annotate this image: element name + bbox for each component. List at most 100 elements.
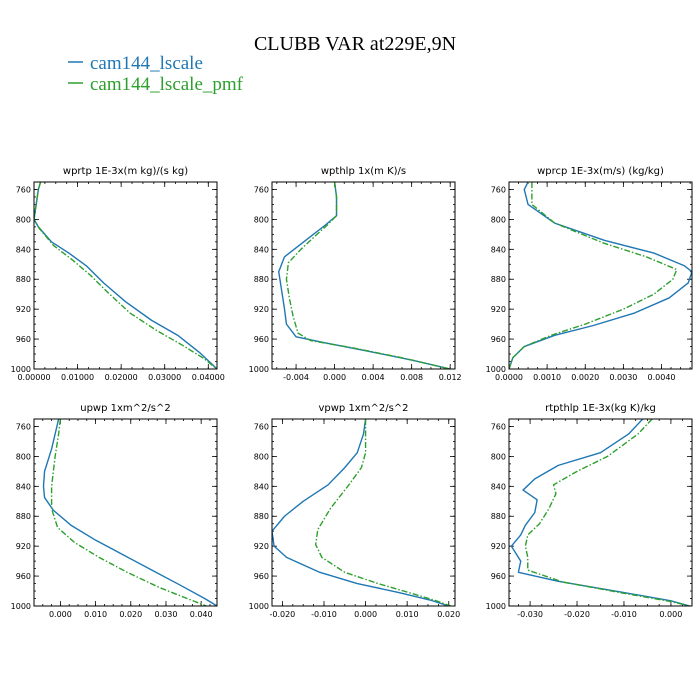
x-tick-label: 0.010 [84,610,107,619]
y-tick-label: 760 [254,422,269,431]
series-line-lscale-pmf [509,182,678,369]
panel-title: upwp 1xm^2/s^2 [80,403,170,414]
series-line-lscale [509,182,692,369]
x-tick-label: 0.0020 [571,373,599,382]
x-tick-label: -0.010 [311,610,337,619]
y-tick-label: 760 [16,422,31,431]
legend-label-lscale: cam144_lscale [90,53,203,74]
plot-frame [508,181,693,370]
plot-frame [33,181,218,370]
series-line-lscale-pmf [34,182,217,369]
y-tick-label: 840 [254,482,269,491]
y-tick-label: 800 [16,215,31,224]
y-tick-label: 840 [254,245,269,254]
y-tick-label: 960 [16,572,31,581]
x-tick-label: 0.008 [400,373,423,382]
y-tick-label: 1000 [249,365,269,374]
x-tick-label: 0.020 [119,610,142,619]
y-tick-label: 760 [16,185,31,194]
y-tick-label: 960 [491,572,506,581]
legend: cam144_lscale cam144_lscale_pmf [68,53,244,95]
x-tick-label: 0.00000 [17,373,50,382]
y-tick-label: 840 [491,482,506,491]
figure-title: CLUBB VAR at229E,9N [254,33,456,55]
x-tick-label: -0.004 [283,373,309,382]
y-tick-label: 920 [491,542,506,551]
y-tick-label: 880 [254,512,269,521]
y-tick-label: 760 [254,185,269,194]
y-tick-label: 920 [491,305,506,314]
x-tick-label: 0.000 [354,610,377,619]
x-tick-label: -0.020 [564,610,590,619]
x-tick-label: 0.04000 [192,373,225,382]
panel-title: wprcp 1E-3x(m/s) (kg/kg) [537,166,664,177]
panel-6: rtpthlp 1E-3x(kg K)/kg 760 800 840 880 920 960… [486,403,693,619]
panel-4: upwp 1xm^2/s^2 760 800 840 880 920 960 1000 0.00… [11,403,218,619]
y-tick-label: 920 [254,305,269,314]
x-tick-label: 0.030 [155,610,178,619]
panel-title: vpwp 1xm^2/s^2 [318,403,408,414]
y-tick-label: 920 [254,542,269,551]
y-tick-label: 1000 [486,365,506,374]
panel-title: rtpthlp 1E-3x(kg K)/kg [545,403,656,414]
plot-frame [271,418,456,607]
y-tick-label: 760 [491,185,506,194]
panel-title: wprtp 1E-3x(m kg)/(s kg) [63,166,188,177]
x-tick-label: 0.020 [437,610,460,619]
legend-item-lscale: cam144_lscale [68,53,203,74]
x-tick-label: 0.0010 [533,373,561,382]
y-tick-label: 1000 [486,602,506,611]
y-tick-label: 1000 [11,365,31,374]
y-tick-label: 880 [16,512,31,521]
x-tick-label: 0.040 [190,610,213,619]
panel-3: wprcp 1E-3x(m/s) (kg/kg) 760 800 840 880 920 9… [486,166,693,382]
y-tick-label: 960 [16,335,31,344]
plot-frame [508,418,693,607]
panel-1: wprtp 1E-3x(m kg)/(s kg) 760 800 840 880 920 9… [11,166,225,382]
y-tick-label: 800 [16,452,31,461]
plot-frame [33,418,218,607]
y-tick-label: 960 [254,572,269,581]
panels: wprtp 1E-3x(m kg)/(s kg) 760 800 840 880 920 9… [11,166,693,619]
panel-title: wpthlp 1x(m K)/s [321,166,406,177]
y-tick-label: 800 [254,452,269,461]
y-tick-label: 960 [491,335,506,344]
x-tick-label: 0.0000 [495,373,523,382]
y-tick-label: 800 [491,215,506,224]
series-line-lscale-pmf [50,419,207,606]
y-tick-label: 960 [254,335,269,344]
series-line-lscale-pmf [285,182,451,369]
x-tick-label: 0.010 [396,610,419,619]
panel-2: wpthlp 1x(m K)/s 760 800 840 880 920 960 1000 -0… [249,166,462,382]
x-tick-label: -0.010 [611,610,637,619]
series-line-lscale [42,419,217,606]
y-tick-label: 1000 [249,602,269,611]
x-tick-label: 0.004 [362,373,385,382]
x-tick-label: 0.0030 [609,373,637,382]
x-tick-label: 0.02000 [105,373,138,382]
plot-frame [271,181,456,370]
legend-label-lscale-pmf: cam144_lscale_pmf [90,74,244,95]
x-tick-label: 0.000 [659,610,682,619]
x-tick-label: -0.020 [269,610,295,619]
y-tick-label: 880 [491,512,506,521]
x-tick-label: 0.000 [323,373,346,382]
y-tick-label: 840 [16,245,31,254]
y-tick-label: 840 [491,245,506,254]
y-tick-label: 840 [16,482,31,491]
y-tick-label: 880 [254,275,269,284]
panel-5: vpwp 1xm^2/s^27608008408809209601000-0.0… [249,403,461,619]
legend-item-lscale-pmf: cam144_lscale_pmf [68,74,244,95]
y-tick-label: 880 [491,275,506,284]
y-tick-label: 800 [254,215,269,224]
series-line-lscale-pmf [314,419,452,606]
y-tick-label: 920 [16,305,31,314]
x-tick-label: 0.0040 [648,373,676,382]
series-line-lscale [272,419,449,606]
x-tick-label: 0.01000 [61,373,94,382]
y-tick-label: 920 [16,542,31,551]
x-tick-label: 0.03000 [148,373,181,382]
y-tick-label: 880 [16,275,31,284]
